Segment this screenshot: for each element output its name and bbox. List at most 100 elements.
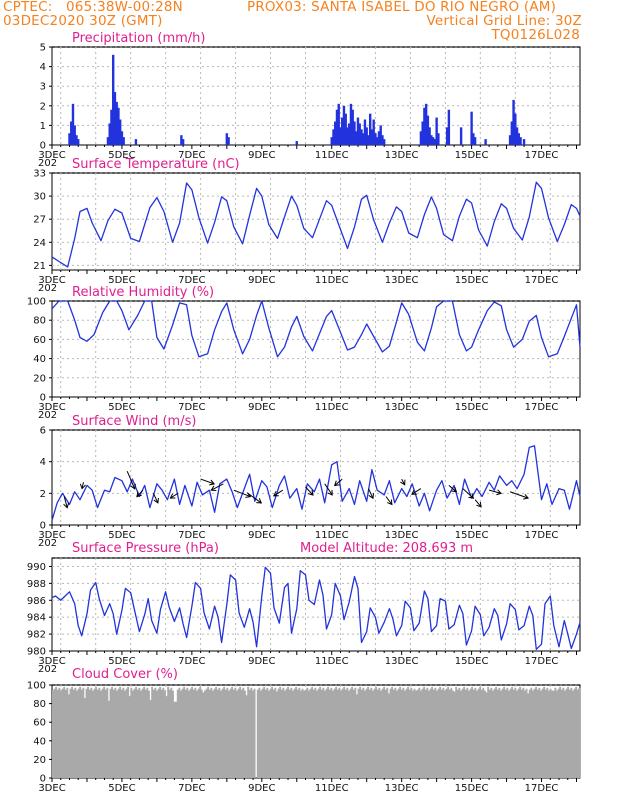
precip-bar xyxy=(472,133,475,145)
precip-bar xyxy=(117,107,120,145)
cloud-bar xyxy=(436,690,438,778)
cloud-bar xyxy=(380,690,382,778)
cloud-bar xyxy=(568,689,571,778)
cloud-bar xyxy=(484,690,486,778)
cloud-bar xyxy=(288,689,291,778)
precip-bar xyxy=(332,129,335,145)
wind-arrow-shaft xyxy=(305,486,314,496)
cloud-bar xyxy=(90,687,93,778)
cloud-bar xyxy=(172,690,174,778)
cloud-bar xyxy=(508,690,510,778)
cloud-bar xyxy=(88,689,91,778)
cloud-bar xyxy=(85,688,88,778)
cloud-bar xyxy=(221,688,224,778)
cloud-bar xyxy=(306,687,309,778)
humidity-x-tick-label: 3DEC xyxy=(38,402,65,413)
pressure-x-tick-label: 3DEC xyxy=(38,656,65,667)
precip-bar xyxy=(431,137,435,145)
cloud-bar xyxy=(496,689,499,778)
cloud-x-tick-label: 11DEC xyxy=(315,783,349,794)
cloud-bar xyxy=(501,688,504,778)
cloud-bar xyxy=(317,688,320,778)
cloud-bar xyxy=(373,688,376,778)
cloud-bar xyxy=(472,689,475,778)
cloud-bar xyxy=(335,686,338,778)
cloud-bar xyxy=(356,694,358,778)
humidity-x-tick-label: 9DEC xyxy=(248,402,275,413)
cloud-bar xyxy=(237,688,240,778)
cloud-bar xyxy=(205,688,208,778)
precip-bar xyxy=(426,115,430,145)
cloud-bar xyxy=(439,686,442,778)
temp-y-tick-label: 33 xyxy=(33,169,46,180)
temp-x-tick-label: 5DEC xyxy=(108,275,135,286)
cloud-bar xyxy=(348,690,350,778)
temp-y-tick-label: 21 xyxy=(33,261,46,272)
header-station-name: PROX03: SANTA ISABEL DO RIO NEGRO (AM) xyxy=(247,0,557,15)
cloud-bar xyxy=(264,689,267,778)
precip-bar xyxy=(370,129,374,145)
cloud-bar xyxy=(410,687,413,778)
cloud-bar xyxy=(424,689,427,778)
cloud-bar xyxy=(556,690,558,778)
precip-bar xyxy=(421,121,424,145)
wind-arrow-shaft xyxy=(247,492,262,504)
temp-x-tick-label: 15DEC xyxy=(455,275,489,286)
pressure-y-tick-label: 990 xyxy=(27,562,46,573)
cloud-bar xyxy=(570,687,573,778)
cloud-bar xyxy=(165,696,168,778)
cloud-x-tick-label: 5DEC xyxy=(108,783,135,794)
cloud-bar xyxy=(247,686,250,778)
precip-bar xyxy=(437,133,440,145)
precip-y-tick-label: 0 xyxy=(40,141,46,152)
wind-arrow-shaft xyxy=(170,492,179,499)
wind-x-tick-label: 15DEC xyxy=(455,530,489,541)
cloud-bar xyxy=(80,689,83,778)
cloud-bar xyxy=(506,687,509,778)
cloud-bar xyxy=(269,688,272,778)
cloud-bar xyxy=(418,687,421,778)
cloud-bar xyxy=(250,687,253,778)
humidity-y-tick-label: 100 xyxy=(27,297,46,308)
cloud-bar xyxy=(452,690,454,778)
wind-arrow-head xyxy=(523,493,530,500)
cloud-x-tick-label: 9DEC xyxy=(248,783,275,794)
cloud-bar xyxy=(303,690,306,778)
wind-arrow-head xyxy=(476,501,482,508)
wind-arrow-shaft xyxy=(126,470,136,489)
temp-x-tick-label: 11DEC xyxy=(315,275,349,286)
cloud-bar xyxy=(133,688,136,778)
cloud-bar xyxy=(455,686,458,778)
cloud-bar xyxy=(535,686,538,778)
cloud-x-tick-label: 17DEC xyxy=(525,783,559,794)
precip-bar xyxy=(522,139,526,145)
pressure-x-tick-label: 7DEC xyxy=(178,656,205,667)
precip-bar xyxy=(180,135,183,145)
wind-arrow-shaft xyxy=(334,478,343,486)
cloud-bar xyxy=(552,690,555,778)
wind-arrow-shaft xyxy=(385,496,393,505)
cloud-bar xyxy=(141,688,144,778)
precip-bar xyxy=(225,133,229,145)
cloud-bar xyxy=(183,686,186,778)
wind-arrow-head xyxy=(136,491,142,498)
cloud-bar xyxy=(146,687,149,778)
precip-bar xyxy=(419,131,423,145)
wind-y-tick-label: 0 xyxy=(40,521,46,532)
cloud-bar xyxy=(386,687,389,778)
cloud-bar xyxy=(202,692,205,778)
cloud-bar xyxy=(284,690,286,778)
cloud-bar xyxy=(546,687,549,778)
cloud-bar xyxy=(370,687,373,778)
temp-x-tick-label: 7DEC xyxy=(178,275,205,286)
cloud-bar xyxy=(164,690,166,778)
cloud-bar xyxy=(280,689,283,778)
cloud-bar xyxy=(434,687,437,778)
cloud-bar xyxy=(532,690,534,778)
cloud-bar xyxy=(104,689,107,778)
cloud-bar xyxy=(175,701,178,778)
header-model-id: TQ0126L028 xyxy=(491,27,580,43)
cloud-bar xyxy=(360,689,363,778)
cloud-bar xyxy=(405,688,408,778)
wind-arrow-head xyxy=(327,489,333,496)
